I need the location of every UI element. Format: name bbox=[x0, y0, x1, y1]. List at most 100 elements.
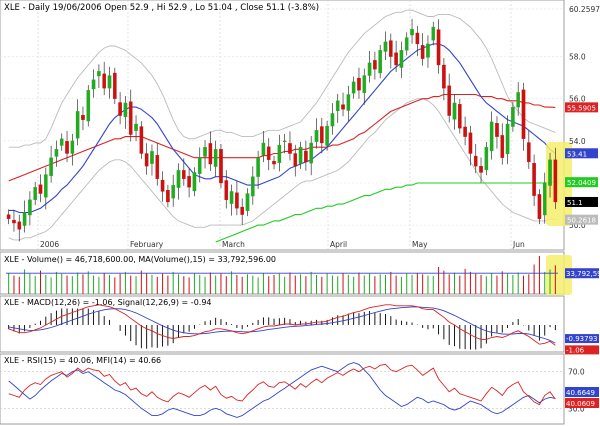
candle-body bbox=[208, 143, 213, 165]
candle-body bbox=[532, 163, 536, 196]
candle-body bbox=[38, 184, 43, 194]
candle-body bbox=[150, 151, 154, 164]
candle-body bbox=[351, 81, 356, 94]
candle-body bbox=[134, 123, 138, 131]
candle-body bbox=[6, 214, 11, 219]
candle-body bbox=[33, 187, 37, 201]
x-tick-label: May bbox=[412, 240, 428, 249]
price-value-label: 51.1 bbox=[567, 199, 583, 207]
candle-body bbox=[473, 155, 478, 167]
price-header: XLE - Daily 19/06/2006 Open 52.9 , Hi 52… bbox=[4, 3, 319, 13]
candle-body bbox=[320, 126, 324, 144]
candle-body bbox=[314, 130, 319, 142]
price-value-box bbox=[565, 177, 598, 188]
candle-body bbox=[330, 113, 335, 127]
candle-body bbox=[97, 71, 101, 77]
candle-body bbox=[59, 138, 64, 146]
candle-body bbox=[54, 149, 59, 157]
candle-body bbox=[415, 32, 420, 45]
header-open: 52.9 bbox=[130, 3, 149, 13]
header-period: Daily bbox=[28, 3, 50, 13]
header-change: (-3.8%) bbox=[288, 3, 319, 13]
header-date: 19/06/2006 bbox=[53, 3, 102, 13]
candle-body bbox=[479, 165, 483, 173]
price-value-label: 53.41 bbox=[567, 150, 587, 158]
candle-body bbox=[309, 142, 313, 164]
candle-body bbox=[410, 29, 414, 36]
macd-signal-value-box bbox=[565, 334, 599, 344]
macd-value-box bbox=[565, 345, 599, 355]
macd-value-label: -1.06 bbox=[566, 346, 585, 354]
volume-value-box bbox=[565, 268, 599, 279]
candle-body bbox=[553, 159, 558, 203]
volume-value-label: 33,792,59 bbox=[566, 270, 600, 278]
mfi-line bbox=[8, 362, 556, 418]
candle-body bbox=[219, 149, 223, 184]
candle-body bbox=[102, 73, 106, 89]
header-symbol: XLE bbox=[4, 3, 20, 13]
candle-body bbox=[155, 155, 160, 179]
candle-body bbox=[293, 153, 298, 167]
candle-body bbox=[75, 111, 80, 139]
ma-fast-line bbox=[8, 43, 556, 214]
candle-body bbox=[362, 75, 367, 93]
candle-body bbox=[373, 60, 377, 70]
candle-body bbox=[113, 72, 117, 99]
candle-body bbox=[383, 41, 388, 52]
candle-body bbox=[266, 146, 271, 160]
candle-body bbox=[500, 135, 505, 158]
candle-body bbox=[123, 102, 128, 117]
candle-body bbox=[28, 199, 32, 216]
mfi-value-label: 40.6649 bbox=[566, 389, 595, 397]
candle-body bbox=[495, 123, 499, 137]
rsi-line bbox=[8, 363, 556, 406]
price-value-label: 52.0409 bbox=[567, 179, 596, 187]
candle-body bbox=[44, 174, 48, 198]
candle-body bbox=[537, 194, 542, 219]
candle-body bbox=[256, 157, 260, 177]
candle-body bbox=[426, 43, 430, 58]
candle-body bbox=[261, 142, 266, 156]
volume-panel: 33,792,59 XLE - Volume() = 46,718,600.00… bbox=[0, 251, 600, 295]
candle-body bbox=[420, 45, 425, 59]
volume-label: XLE - Volume() = 46,718,600.00, MA(Volum… bbox=[4, 255, 276, 264]
rsi-label: XLE - RSI(15) = 40.06, MFI(14) = 40.66 bbox=[4, 356, 161, 365]
candle-body bbox=[389, 40, 393, 57]
header-close: 51.1 bbox=[266, 3, 285, 13]
candle-body bbox=[399, 50, 404, 68]
candle-body bbox=[251, 176, 255, 197]
candle-body bbox=[65, 141, 69, 154]
candle-body bbox=[282, 140, 287, 143]
macd-panel: -0.93793 -1.06 XLE - MACD(12,26) = -1.06,… bbox=[0, 295, 599, 355]
rsi-y-tick-label: 70.0 bbox=[568, 368, 585, 377]
candle-body bbox=[436, 29, 441, 66]
candle-body bbox=[187, 176, 191, 188]
candle-body bbox=[213, 149, 218, 167]
candle-body bbox=[166, 190, 170, 203]
rsi-panel: 70.0 30.0 40.6649 40.0609 XLE - RSI(15) = … bbox=[0, 353, 599, 425]
mfi-value-box bbox=[565, 387, 599, 397]
candle-body bbox=[335, 100, 340, 112]
candle-body bbox=[431, 26, 436, 41]
candle-body bbox=[128, 101, 133, 135]
y-tick-label: 54.0 bbox=[569, 137, 586, 146]
candle-body bbox=[22, 212, 27, 226]
candle-body bbox=[304, 150, 308, 163]
candle-body bbox=[346, 94, 351, 111]
rsi-value-box bbox=[565, 398, 599, 408]
candle-body bbox=[542, 182, 547, 216]
x-tick-label: April bbox=[330, 240, 347, 249]
candle-body bbox=[325, 125, 329, 146]
y-tick-label: 50.0 bbox=[569, 221, 586, 230]
rsi-y-tick-label: 30.0 bbox=[568, 404, 585, 413]
x-tick-label: February bbox=[130, 240, 164, 249]
candle-body bbox=[86, 90, 91, 122]
candle-body bbox=[160, 179, 165, 192]
candle-body bbox=[245, 193, 250, 211]
candle-body bbox=[489, 121, 494, 152]
y-tick-label: 58.0 bbox=[569, 53, 586, 62]
candle-body bbox=[192, 172, 197, 192]
candle-body bbox=[91, 79, 96, 90]
macd-signal-value-label: -0.93793 bbox=[566, 335, 597, 343]
candle-body bbox=[235, 192, 239, 209]
